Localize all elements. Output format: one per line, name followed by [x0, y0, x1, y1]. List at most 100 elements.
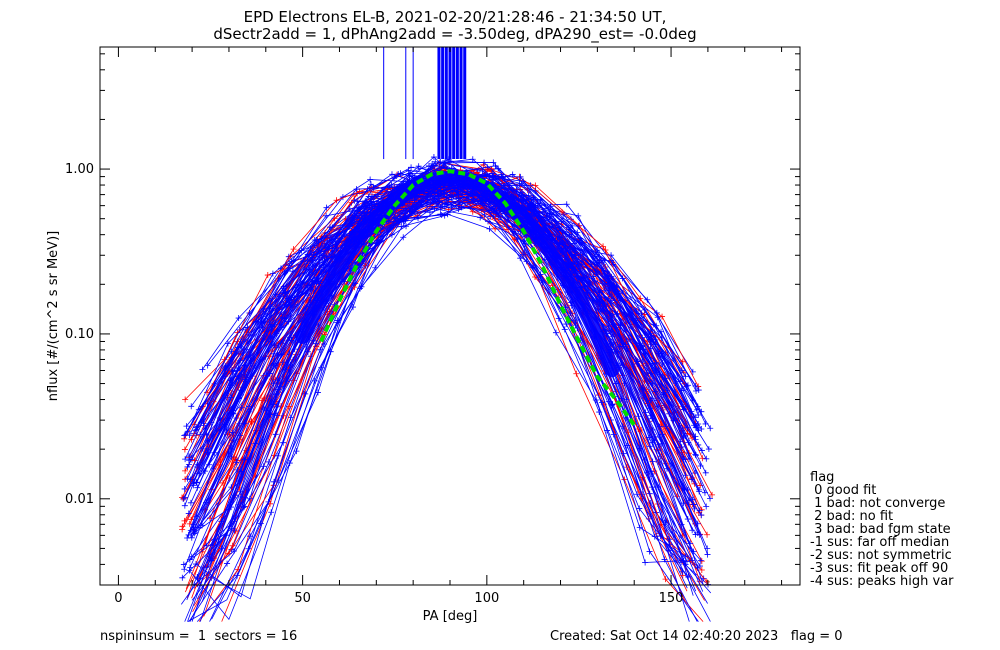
flux-point-marker	[267, 334, 274, 341]
x-tick-label: 0	[114, 591, 122, 606]
flux-point-marker	[354, 198, 361, 205]
flux-point-marker	[684, 382, 691, 389]
flux-point-marker	[304, 348, 311, 355]
flux-point-marker	[666, 410, 673, 417]
flux-point-marker	[620, 450, 627, 457]
flux-point-marker	[367, 181, 374, 188]
flux-point-marker	[447, 192, 454, 199]
flux-point-marker	[230, 547, 237, 554]
flux-point-marker	[666, 536, 673, 543]
flux-point-marker	[569, 222, 576, 229]
flux-point-marker	[367, 176, 374, 183]
flux-point-marker	[698, 408, 705, 415]
flux-point-marker	[281, 269, 288, 276]
flux-point-marker	[608, 402, 615, 409]
flux-point-marker	[517, 255, 524, 262]
flux-point-marker	[285, 318, 292, 325]
flux-point-marker	[268, 509, 275, 516]
flux-point-marker	[233, 367, 240, 374]
flux-point-marker	[573, 370, 580, 377]
flux-point-marker	[187, 476, 194, 483]
flux-point-marker	[648, 484, 655, 491]
flux-point-marker	[704, 551, 711, 558]
flux-point-marker	[282, 290, 289, 297]
flux-point-marker	[703, 578, 710, 585]
flux-point-marker	[561, 326, 568, 333]
flux-point-marker	[311, 236, 318, 243]
flux-point-marker	[323, 204, 330, 211]
flux-point-marker	[237, 340, 244, 347]
flux-point-marker	[184, 535, 191, 542]
flux-point-marker	[685, 439, 692, 446]
flux-point-marker	[642, 409, 649, 416]
flux-point-marker	[185, 510, 192, 517]
flux-point-marker	[233, 459, 240, 466]
flux-point-marker	[182, 467, 189, 474]
y-axis-label: nflux [#/(cm^2 s sr MeV)]	[46, 231, 61, 401]
flux-point-marker	[393, 184, 400, 191]
flux-point-marker	[492, 162, 499, 169]
flux-point-marker	[659, 431, 666, 438]
flux-point-marker	[437, 164, 444, 171]
flux-point-marker	[187, 499, 194, 506]
flux-point-marker	[231, 527, 238, 534]
flux-point-marker	[469, 156, 476, 163]
flux-point-marker	[224, 560, 231, 567]
flux-point-marker	[537, 217, 544, 224]
flux-point-marker	[577, 252, 584, 259]
flux-point-marker	[374, 240, 381, 247]
flux-point-marker	[181, 494, 188, 501]
flux-point-marker	[689, 435, 696, 442]
flux-point-marker	[489, 173, 496, 180]
flux-point-marker	[702, 420, 709, 427]
flux-point-marker	[693, 388, 700, 395]
flux-point-marker	[657, 533, 664, 540]
flux-point-marker	[517, 173, 524, 180]
flux-point-marker	[241, 494, 248, 501]
flux-point-marker	[220, 479, 227, 486]
y-axis: 0.01 0.10 1.00	[65, 53, 800, 565]
flux-point-marker	[400, 234, 407, 241]
flux-point-marker	[322, 240, 329, 247]
flux-point-marker	[221, 364, 228, 371]
legend-item: -1 sus: far off median	[810, 535, 949, 550]
flux-point-marker	[246, 495, 253, 502]
flux-point-marker	[317, 346, 324, 353]
fit-curve-layer	[319, 169, 636, 427]
flux-point-marker	[235, 315, 242, 322]
flux-point-marker	[234, 466, 241, 473]
flux-point-marker	[388, 231, 395, 238]
flux-point-marker	[386, 183, 393, 190]
flux-point-marker	[659, 313, 666, 320]
flux-point-marker	[293, 448, 300, 455]
flux-point-marker	[192, 427, 199, 434]
flux-point-marker	[552, 329, 559, 336]
flux-point-marker	[646, 548, 653, 555]
flux-point-marker	[647, 397, 654, 404]
flux-point-marker	[316, 263, 323, 270]
flux-point-marker	[604, 330, 611, 337]
flux-point-marker	[638, 310, 645, 317]
flux-point-marker	[646, 443, 653, 450]
blue-flux-curve	[189, 202, 694, 621]
legend-item: 2 bad: no fit	[810, 509, 893, 524]
flux-point-marker	[555, 224, 562, 231]
flux-point-marker	[247, 357, 254, 364]
flux-point-marker	[316, 280, 323, 287]
flux-point-marker	[529, 264, 536, 271]
flux-point-marker	[264, 272, 271, 279]
flux-point-marker	[407, 170, 414, 177]
flux-point-marker	[481, 159, 488, 166]
flux-point-marker	[591, 277, 598, 284]
flux-point-marker	[247, 533, 254, 540]
flux-point-marker	[188, 516, 195, 523]
flux-point-marker	[286, 334, 293, 341]
chart-title-line1: EPD Electrons EL-B, 2021-02-20/21:28:46 …	[244, 8, 667, 26]
y-tick-label: 0.01	[65, 492, 94, 507]
flux-point-marker	[351, 226, 358, 233]
flux-point-marker	[271, 478, 278, 485]
flux-point-marker	[304, 251, 311, 258]
flux-point-marker	[194, 573, 201, 580]
flux-point-marker	[206, 461, 213, 468]
